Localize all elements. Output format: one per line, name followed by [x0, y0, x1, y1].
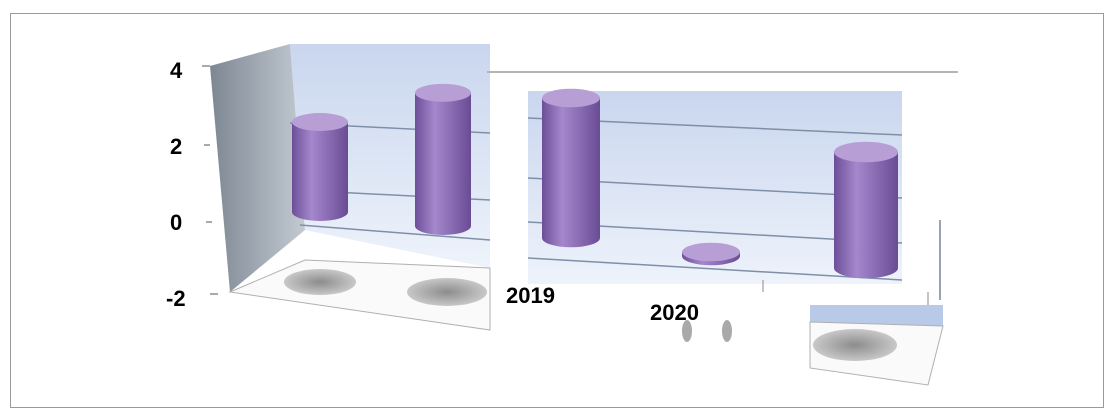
cylinder-bar — [415, 92, 472, 235]
floor-shadow — [813, 329, 897, 361]
wall-strip — [810, 305, 943, 326]
small-ellipse — [682, 320, 692, 342]
cylinder-bar — [542, 98, 600, 248]
x-category-label: 2019 — [506, 283, 555, 308]
y-tick-label: 0 — [170, 210, 182, 235]
left-panel — [210, 44, 491, 331]
y-tick-label: -2 — [166, 286, 186, 311]
gridline — [527, 257, 903, 281]
bars-layer — [292, 83, 898, 279]
cylinder-bar-top — [542, 88, 600, 108]
cylinder-bar — [292, 122, 348, 221]
cylinder-bar — [834, 152, 898, 279]
side-wall — [210, 44, 305, 292]
floor-shadow — [407, 278, 487, 306]
x-category-label: 2020 — [650, 300, 699, 325]
cylinder-bar-top — [834, 141, 898, 163]
cylinder-bar-top — [682, 242, 740, 262]
small-ellipse — [722, 320, 732, 342]
labels-layer: 4 2 0 -2 2019 2020 — [166, 58, 699, 325]
y-tick-label: 2 — [170, 134, 182, 159]
lower-right-fragment — [682, 220, 944, 386]
y-axis — [202, 65, 218, 295]
gridline — [299, 224, 491, 241]
y-tick-label: 4 — [170, 58, 183, 83]
cylinder-bar-top — [292, 113, 348, 131]
floor-shadow — [284, 269, 356, 295]
cylinder-bar-top — [415, 83, 471, 102]
